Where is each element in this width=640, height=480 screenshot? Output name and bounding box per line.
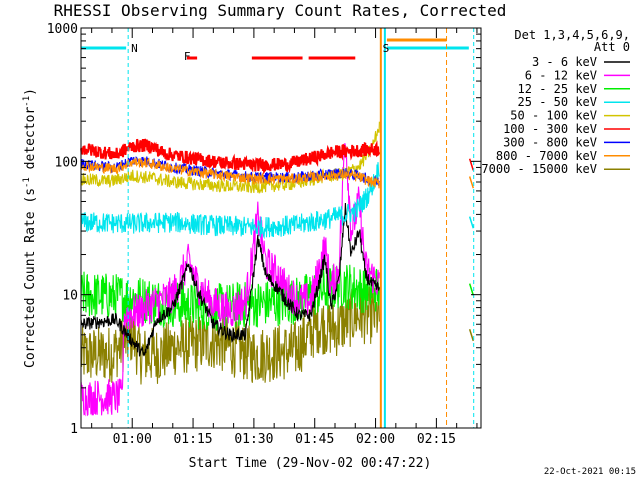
series-line-25-50keV <box>80 162 380 240</box>
legend-label: 300 - 800 keV <box>503 135 597 149</box>
series-line-3-6keV <box>80 202 380 357</box>
flag-label-F: F <box>184 50 191 63</box>
legend-label: 800 - 7000 keV <box>496 149 597 163</box>
x-tick-label: 01:30 <box>234 432 273 447</box>
legend-label: 3 - 6 keV <box>532 55 597 69</box>
series-recovery-25-50keV <box>468 216 475 229</box>
plot-area: NFS <box>80 28 475 428</box>
chart-title: RHESSI Observing Summary Count Rates, Co… <box>54 1 507 20</box>
legend-label: 6 - 12 keV <box>525 68 597 82</box>
series-recovery-12-25keV <box>468 283 475 296</box>
x-tick-label: 02:00 <box>356 432 395 447</box>
series-line-800-7000keV <box>80 157 380 189</box>
plot-frame <box>80 27 482 429</box>
legend-label: 7000 - 15000 keV <box>481 162 597 176</box>
series-recovery-7000-15000keV <box>468 329 475 342</box>
legend-label: 50 - 100 keV <box>510 109 597 123</box>
series-recovery-100-300keV <box>468 158 475 171</box>
y-axis-label: Corrected Count Rate (s-1 detector-1) <box>22 88 38 368</box>
x-axis: 01:00 01:15 01:30 01:45 02:00 02:15 <box>91 28 478 447</box>
legend-label: 25 - 50 keV <box>518 95 597 109</box>
date-stamp: 22-Oct-2021 00:15 <box>544 467 636 477</box>
legend-label: 100 - 300 keV <box>503 122 597 136</box>
y-tick-label: 100 <box>55 155 78 170</box>
legend-label: 12 - 25 keV <box>518 82 597 96</box>
x-tick-label: 02:15 <box>417 432 456 447</box>
flag-label-S: S <box>383 42 390 55</box>
series-line-100-300keV <box>80 138 381 175</box>
x-tick-label: 01:00 <box>113 432 152 447</box>
x-tick-label: 01:45 <box>295 432 334 447</box>
x-axis-label: Start Time (29-Nov-02 00:47:22) <box>189 456 432 471</box>
y-tick-label: 10 <box>62 289 78 304</box>
legend-header-line2: Att 0 <box>594 40 630 54</box>
y-tick-label: 1000 <box>47 22 78 37</box>
series-recovery-800-7000keV <box>468 176 475 189</box>
y-axis: 1 10 100 1000 <box>47 22 481 437</box>
flag-label-N: N <box>131 42 138 55</box>
x-tick-label: 01:15 <box>173 432 212 447</box>
legend-header-line1: Det 1,3,4,5,6,9, <box>514 28 630 42</box>
y-tick-label: 1 <box>70 422 78 437</box>
